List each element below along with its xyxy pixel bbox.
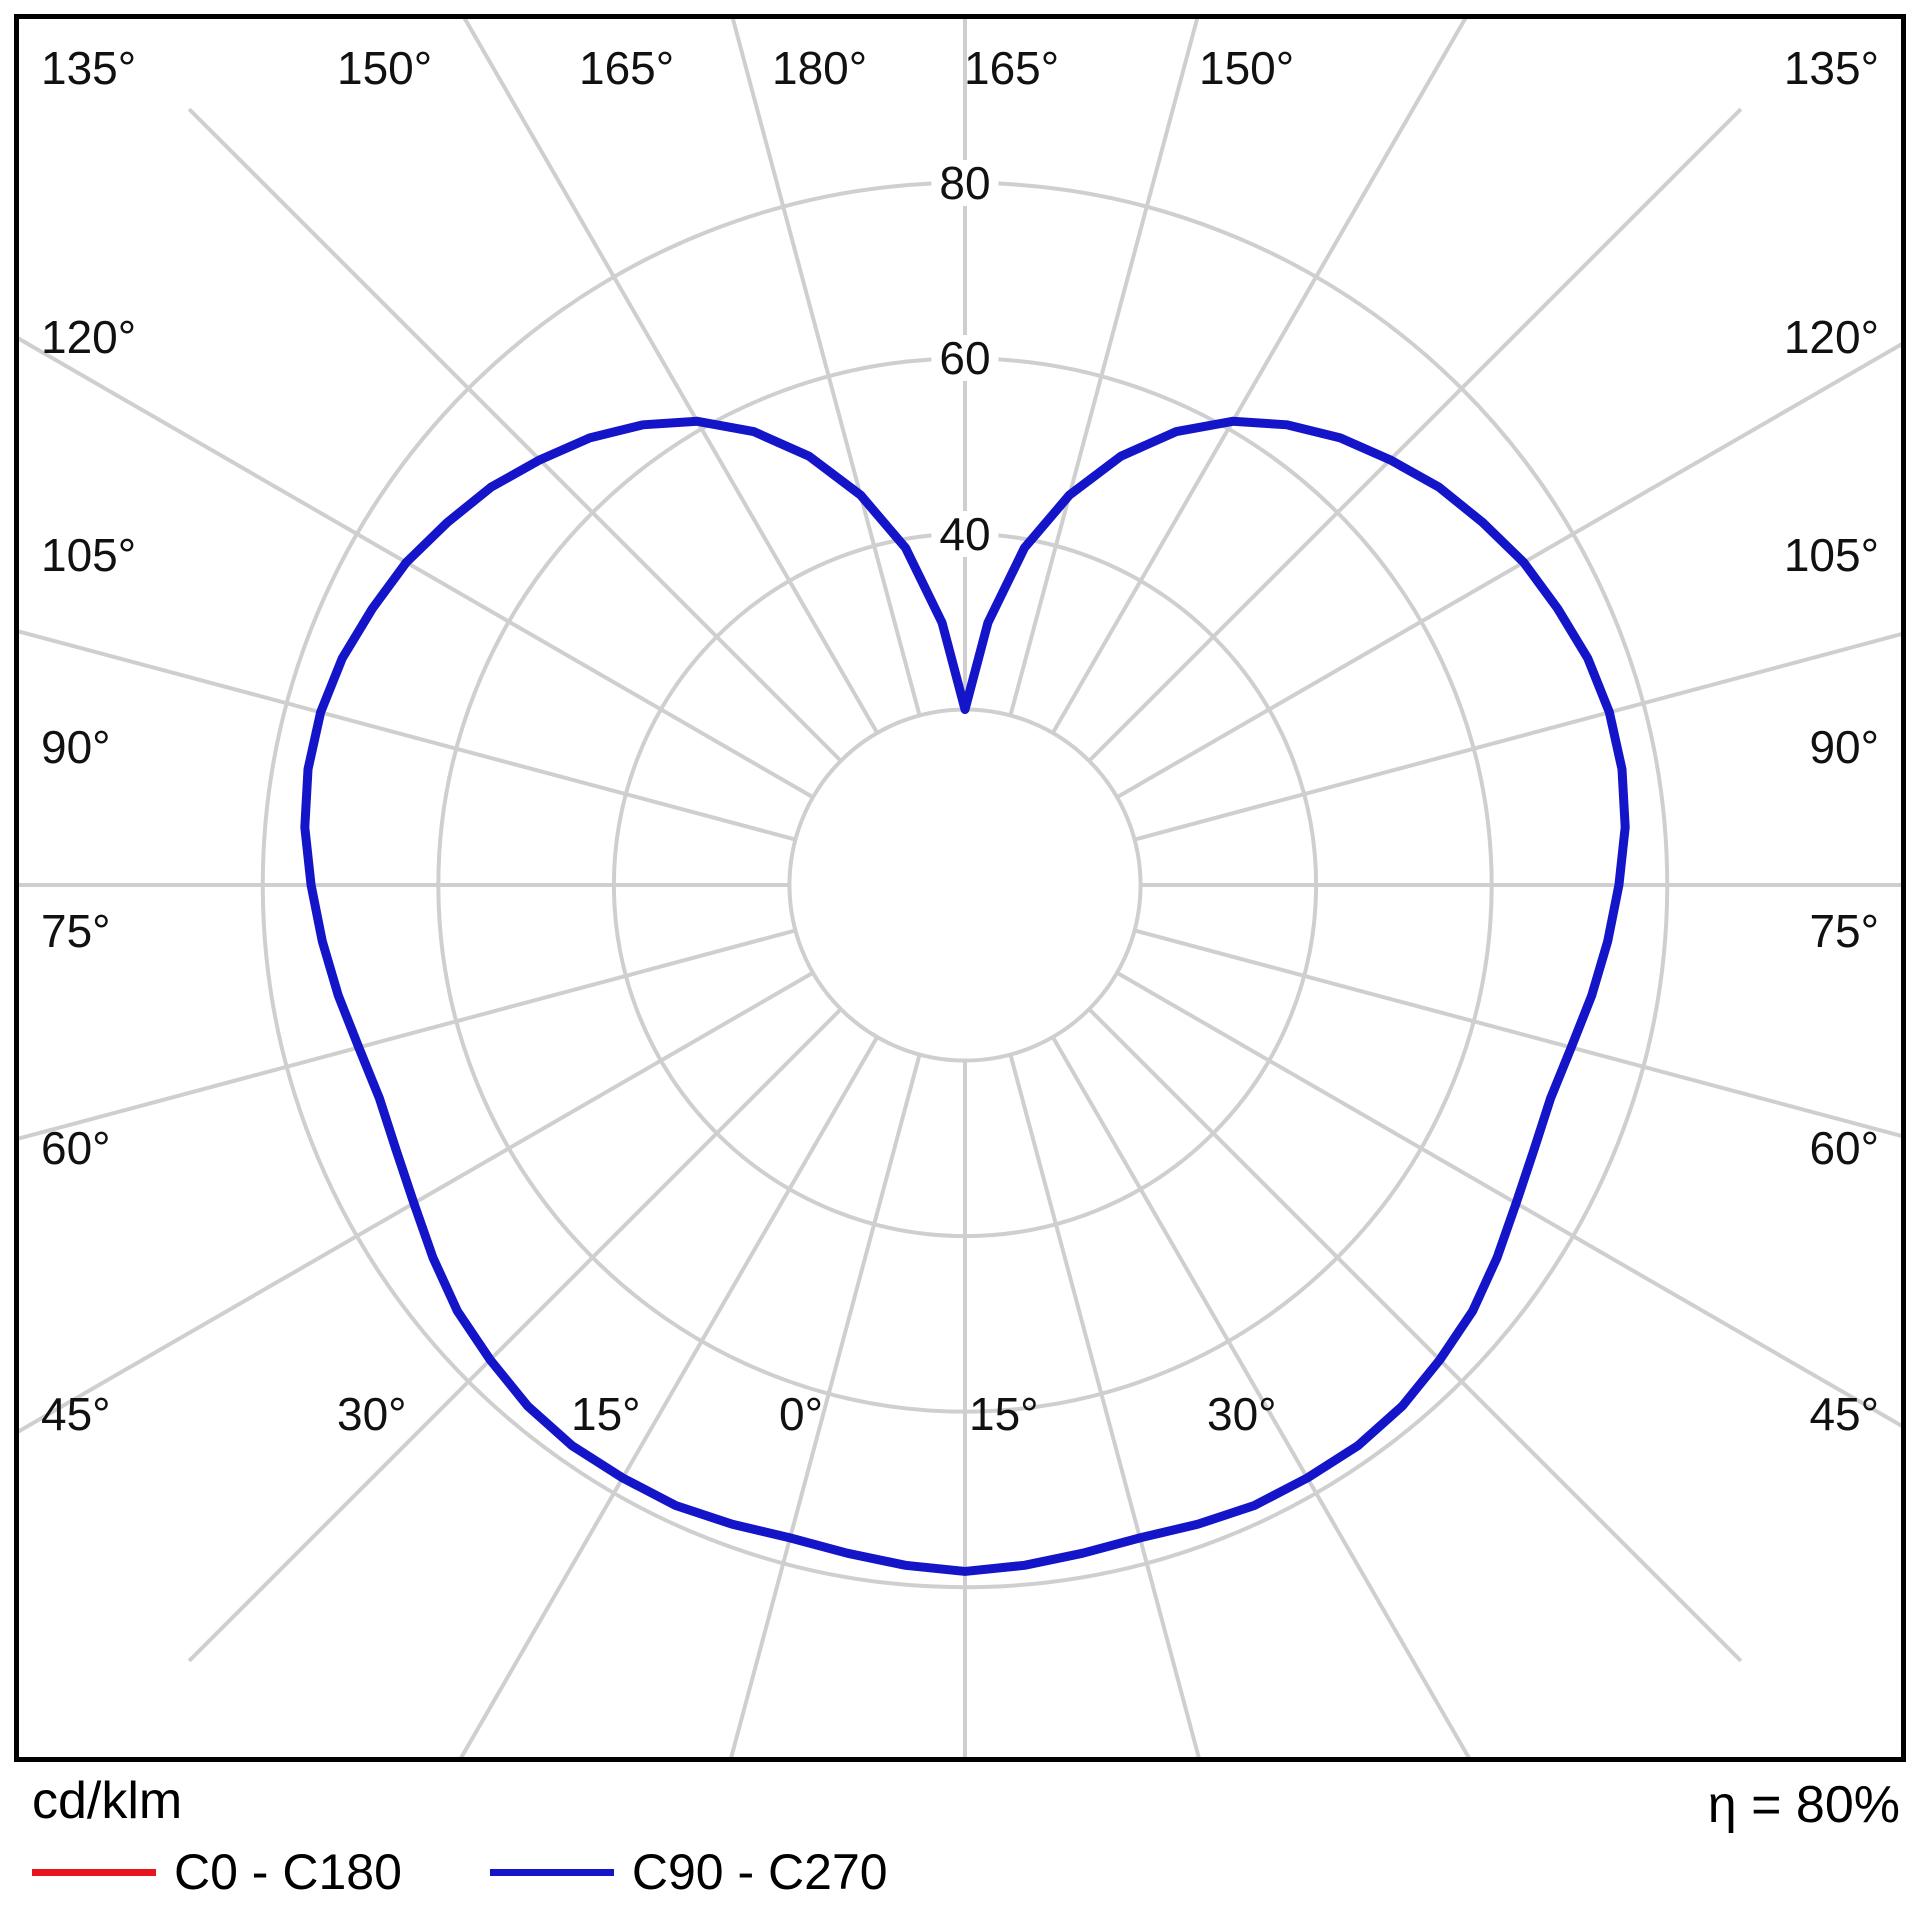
radial-tick-60: 60 <box>931 335 999 382</box>
angle-label-top-3: 165° <box>964 42 1060 94</box>
angle-label-left-3: 90° <box>41 721 111 773</box>
angle-label-right-3: 90° <box>1809 721 1879 773</box>
legend-item-c90-c270[interactable]: C90 - C270 <box>489 1844 888 1900</box>
angle-label-left-6: 45° <box>41 1388 111 1440</box>
angle-label-right-4: 75° <box>1809 905 1879 957</box>
angle-label-bottom-4: 30° <box>1207 1388 1277 1440</box>
legend-item-c0-c180[interactable]: C0 - C180 <box>32 1847 402 1897</box>
angle-label-right-1: 120° <box>1783 311 1879 363</box>
angle-label-left-2: 105° <box>41 529 137 581</box>
legend-swatch-blue <box>489 1868 614 1876</box>
polar-plot-svg <box>19 19 1901 1757</box>
legend-entries: C0 - C180 C90 - C270 <box>32 1847 888 1897</box>
radial-tick-80: 80 <box>931 159 999 206</box>
angle-label-top-1: 165° <box>579 42 675 94</box>
polar-grid <box>19 19 1901 1757</box>
angle-label-right-0: 135° <box>1783 42 1879 94</box>
angle-label-right-6: 45° <box>1809 1388 1879 1440</box>
angle-label-left-1: 120° <box>41 311 137 363</box>
legend-swatch-red <box>32 1868 156 1876</box>
angle-label-bottom-2: 0° <box>779 1388 823 1440</box>
angle-label-right-5: 60° <box>1809 1122 1879 1174</box>
plot-frame: 135° 120° 105° 90° 75° 60° 45° 135° 120° 105° 90° 7… <box>14 14 1906 1762</box>
angle-label-left-4: 75° <box>41 905 111 957</box>
angle-label-top-2: 180° <box>772 42 868 94</box>
intensity-curves <box>300 416 1630 1576</box>
angle-label-left-5: 60° <box>41 1122 111 1174</box>
legend-label-c0-c180: C0 - C180 <box>174 1844 402 1900</box>
angle-label-bottom-1: 15° <box>571 1388 641 1440</box>
angle-label-bottom-0: 30° <box>337 1388 407 1440</box>
efficiency-label: η = 80% <box>1707 1776 1900 1834</box>
angle-label-top-4: 150° <box>1199 42 1295 94</box>
unit-label: cd/klm <box>32 1772 183 1830</box>
angle-label-left-0: 135° <box>41 42 137 94</box>
angle-label-bottom-3: 15° <box>969 1388 1039 1440</box>
legend-label-c90-c270: C90 - C270 <box>631 1844 888 1900</box>
angle-label-top-0: 150° <box>337 42 433 94</box>
angle-label-right-2: 105° <box>1783 529 1879 581</box>
radial-tick-40: 40 <box>931 510 999 557</box>
chart-legend: cd/klm η = 80% C0 - C180 C90 - C270 <box>14 1775 1906 1915</box>
